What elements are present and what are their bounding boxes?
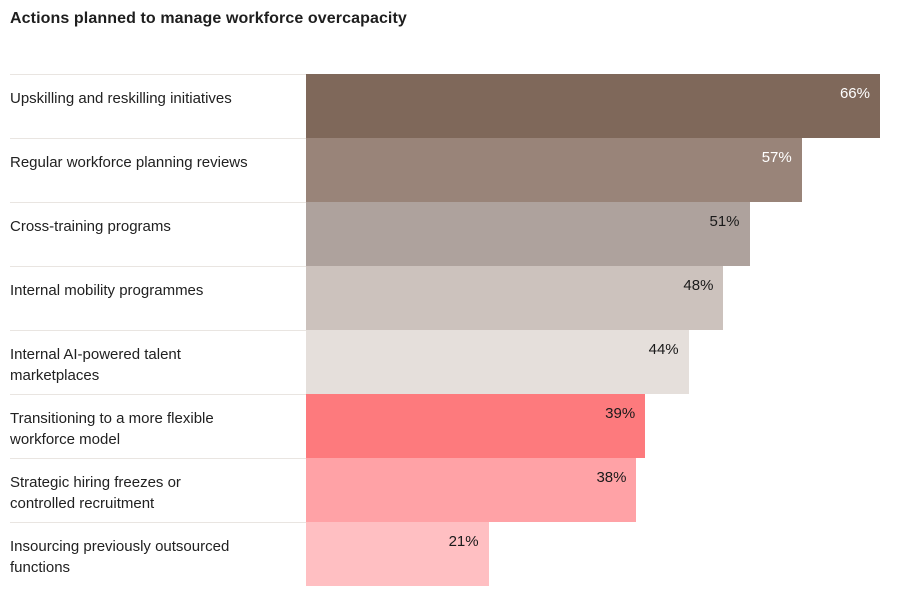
chart-row: Upskilling and reskilling initiatives 66% (10, 74, 900, 138)
value-label: 66% (839, 85, 870, 102)
value-label: 48% (683, 277, 714, 294)
chart-row: Strategic hiring freezes or controlled r… (10, 458, 900, 522)
bar: 38% (306, 458, 637, 522)
bar: 44% (306, 330, 689, 394)
category-label: Regular workforce planning reviews (10, 138, 306, 202)
bar-track: 66% (306, 74, 900, 138)
bar-track: 38% (306, 458, 900, 522)
chart-title: Actions planned to manage workforce over… (10, 10, 407, 27)
chart-row: Internal mobility programmes 48% (10, 266, 900, 330)
bar-track: 48% (306, 266, 900, 330)
category-label: Upskilling and reskilling initiatives (10, 74, 306, 138)
value-label: 39% (605, 405, 636, 422)
value-label: 21% (448, 533, 479, 550)
bar: 57% (306, 138, 802, 202)
category-label: Transitioning to a more flexible workfor… (10, 394, 306, 458)
bar: 48% (306, 266, 724, 330)
bar-track: 57% (306, 138, 900, 202)
category-label: Insourcing previously outsourced functio… (10, 522, 306, 586)
bar: 21% (306, 522, 489, 586)
bar: 39% (306, 394, 646, 458)
category-label: Internal AI-powered talent marketplaces (10, 330, 306, 394)
bar-chart: Upskilling and reskilling initiatives 66%… (10, 74, 900, 586)
chart-row: Regular workforce planning reviews 57% (10, 138, 900, 202)
category-label: Strategic hiring freezes or controlled r… (10, 458, 306, 522)
chart-row: Internal AI-powered talent marketplaces 4… (10, 330, 900, 394)
value-label: 57% (761, 149, 792, 166)
value-label: 44% (648, 341, 679, 358)
value-label: 38% (596, 469, 627, 486)
bar-track: 51% (306, 202, 900, 266)
category-label: Cross-training programs (10, 202, 306, 266)
bar-track: 39% (306, 394, 900, 458)
bar-track: 21% (306, 522, 900, 586)
value-label: 51% (709, 213, 740, 230)
chart-row: Transitioning to a more flexible workfor… (10, 394, 900, 458)
chart-row: Cross-training programs 51% (10, 202, 900, 266)
bar: 51% (306, 202, 750, 266)
chart-row: Insourcing previously outsourced functio… (10, 522, 900, 586)
bar: 66% (306, 74, 880, 138)
category-label: Internal mobility programmes (10, 266, 306, 330)
bar-track: 44% (306, 330, 900, 394)
